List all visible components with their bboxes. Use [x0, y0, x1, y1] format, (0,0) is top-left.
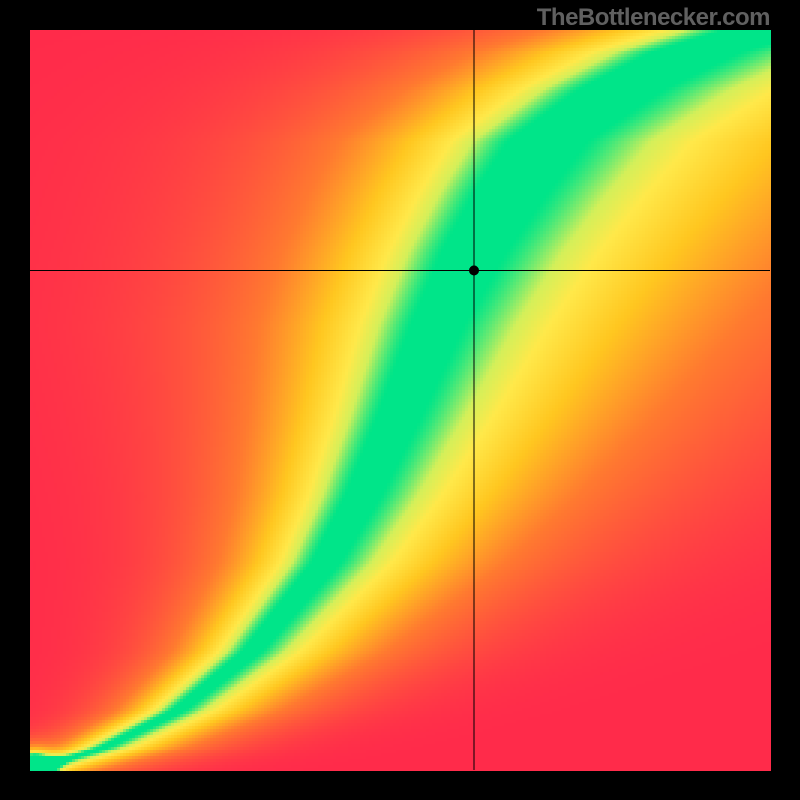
watermark-text: TheBottlenecker.com [537, 4, 770, 32]
chart-container: TheBottlenecker.com [0, 0, 800, 800]
bottleneck-heatmap [0, 0, 800, 800]
